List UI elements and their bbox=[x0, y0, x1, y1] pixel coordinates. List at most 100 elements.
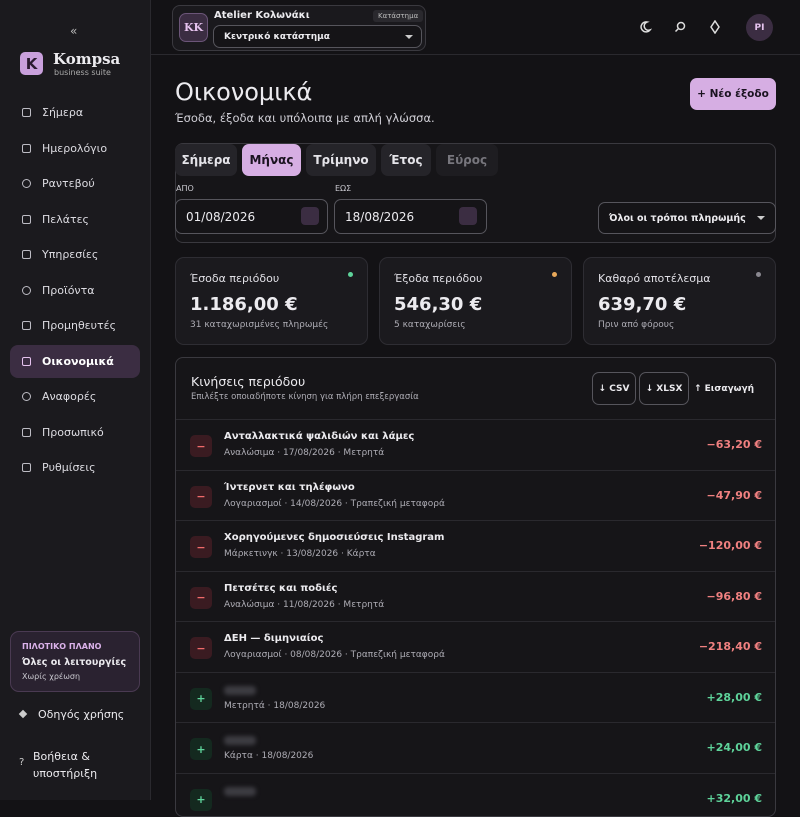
user-avatar[interactable]: PI bbox=[746, 14, 773, 41]
transactions-title: Κινήσεις περιόδου bbox=[191, 374, 305, 389]
nav-label: Ρυθμίσεις bbox=[42, 461, 96, 474]
nav-icon bbox=[22, 215, 31, 224]
page-title: Οικονομικά bbox=[175, 78, 312, 106]
collapse-button[interactable]: « bbox=[70, 24, 77, 38]
page-subtitle: Έσοδα, έξοδα και υπόλοιπα με απλή γλώσσα… bbox=[175, 111, 435, 125]
period-tab[interactable]: Έτος bbox=[381, 144, 431, 176]
nav-item[interactable]: Προσωπικό bbox=[10, 416, 140, 449]
card-title: Έσοδα περιόδου bbox=[190, 272, 279, 285]
premium-button[interactable] bbox=[708, 20, 722, 34]
row-amount: +32,00 € bbox=[707, 792, 763, 805]
guide-icon bbox=[19, 710, 27, 718]
period-tab: Εύρος bbox=[436, 144, 498, 176]
nav-icon bbox=[22, 250, 31, 259]
plan-label: ΠΙΛΟΤΙΚΟ ΠΛΑΝΟ bbox=[22, 642, 101, 651]
brand: Kompsa bbox=[53, 50, 120, 68]
row-name: ΔΕΗ — διμηνιαίος bbox=[224, 633, 323, 644]
help-link[interactable]: Βοήθεια & υποστήριξη bbox=[33, 748, 123, 782]
logo: K bbox=[20, 52, 43, 75]
row-amount: −63,20 € bbox=[707, 438, 763, 451]
payment-select[interactable]: Όλοι οι τρόποι πληρωμής bbox=[598, 202, 776, 234]
transactions-panel: Κινήσεις περιόδου Επιλέξτε οποιαδήποτε κ… bbox=[175, 357, 776, 817]
store-avatar: KK bbox=[179, 13, 208, 42]
row-name: Χορηγούμενες δημοσιεύσεις Instagram bbox=[224, 532, 444, 543]
transaction-row[interactable]: + Κάρτα · 18/08/2026 +24,00 € bbox=[176, 722, 776, 772]
card-note: Πριν από φόρους bbox=[598, 320, 674, 330]
nav-icon bbox=[22, 321, 31, 330]
guide-link[interactable]: Οδηγός χρήσης bbox=[38, 708, 124, 721]
store-badge: Κατάστημα bbox=[373, 10, 423, 22]
nav-item[interactable]: Προμηθευτές bbox=[10, 309, 140, 342]
calendar-button[interactable] bbox=[459, 207, 477, 225]
nav-item[interactable]: Σήμερα bbox=[10, 96, 140, 129]
nav-item[interactable]: Προϊόντα bbox=[10, 274, 140, 307]
page: {"sidebar":{"collapse":"«","logo_letter"… bbox=[0, 0, 800, 800]
nav-icon bbox=[22, 463, 31, 472]
row-name-hidden bbox=[224, 736, 256, 745]
plan-note: Χωρίς χρέωση bbox=[22, 672, 80, 681]
card-value: 1.186,00 € bbox=[190, 294, 298, 315]
store-switcher[interactable]: KK Atelier Κολωνάκι Κατάστημα Κεντρικό κ… bbox=[172, 5, 426, 51]
card-note: 31 καταχωρισμένες πληρωμές bbox=[190, 320, 328, 330]
help-icon: ? bbox=[19, 757, 24, 768]
row-name: Ίντερνετ και τηλέφωνο bbox=[224, 482, 355, 493]
nav-item[interactable]: Ρυθμίσεις bbox=[10, 451, 140, 484]
card-dot bbox=[348, 272, 353, 277]
row-icon: − bbox=[190, 536, 212, 558]
row-meta: Κάρτα · 18/08/2026 bbox=[224, 751, 313, 761]
row-icon: + bbox=[190, 738, 212, 760]
store-name: Atelier Κολωνάκι bbox=[214, 10, 310, 21]
search-button[interactable] bbox=[673, 20, 687, 34]
nav-label: Προϊόντα bbox=[42, 284, 94, 297]
row-meta: Λογαριασμοί · 14/08/2026 · Τραπεζική μετ… bbox=[224, 499, 445, 509]
nav-item[interactable]: Αναφορές bbox=[10, 380, 140, 413]
new-expense-button[interactable]: + Νέο έξοδο bbox=[690, 78, 776, 110]
row-amount: −120,00 € bbox=[699, 539, 762, 552]
export-button[interactable]: ↓ CSV bbox=[592, 372, 636, 405]
period-tab[interactable]: Τρίμηνο bbox=[306, 144, 376, 176]
select-caret bbox=[405, 35, 413, 43]
nav-label: Υπηρεσίες bbox=[42, 248, 98, 261]
nav-item[interactable]: Υπηρεσίες bbox=[10, 238, 140, 271]
nav-item[interactable]: Πελάτες bbox=[10, 203, 140, 236]
period-tab[interactable]: Μήνας bbox=[242, 144, 301, 176]
row-amount: −96,80 € bbox=[707, 590, 763, 603]
nav-icon bbox=[22, 392, 31, 401]
nav-item[interactable]: Ραντεβού bbox=[10, 167, 140, 200]
nav-icon bbox=[22, 108, 31, 117]
row-name-hidden bbox=[224, 686, 256, 695]
row-amount: −218,40 € bbox=[699, 640, 762, 653]
export-button[interactable]: ↓ XLSX bbox=[639, 372, 689, 405]
transaction-row[interactable]: ++32,00 € bbox=[176, 773, 776, 817]
select-caret bbox=[757, 216, 765, 224]
card-value: 639,70 € bbox=[598, 294, 686, 315]
card-note: 5 καταχωρίσεις bbox=[394, 320, 466, 330]
row-icon: − bbox=[190, 435, 212, 457]
card-title: Καθαρό αποτέλεσμα bbox=[598, 272, 711, 285]
topbar: KK Atelier Κολωνάκι Κατάστημα Κεντρικό κ… bbox=[151, 0, 800, 55]
nav-item[interactable]: Οικονομικά bbox=[10, 345, 140, 378]
row-icon: − bbox=[190, 637, 212, 659]
nav-item[interactable]: Ημερολόγιο bbox=[10, 132, 140, 165]
theme-toggle[interactable] bbox=[638, 20, 652, 34]
summary-card: Καθαρό αποτέλεσμα 639,70 € Πριν από φόρους bbox=[583, 257, 776, 345]
export-button[interactable]: ↑ Εισαγωγή bbox=[689, 372, 759, 405]
transaction-row[interactable]: +Μετρητά · 18/08/2026+28,00 € bbox=[176, 672, 776, 722]
row-meta: Αναλώσιμα · 17/08/2026 · Μετρητά bbox=[224, 448, 384, 458]
nav-icon bbox=[22, 428, 31, 437]
card-dot bbox=[552, 272, 557, 277]
row-amount: +24,00 € bbox=[707, 741, 763, 754]
store-select[interactable]: Κεντρικό κατάστημα bbox=[213, 25, 422, 48]
to-label: ΕΩΣ bbox=[335, 184, 351, 193]
row-meta: Μετρητά · 18/08/2026 bbox=[224, 701, 325, 711]
calendar-button[interactable] bbox=[301, 207, 319, 225]
nav-label: Πελάτες bbox=[42, 213, 89, 226]
period-tab[interactable]: Σήμερα bbox=[175, 144, 237, 176]
